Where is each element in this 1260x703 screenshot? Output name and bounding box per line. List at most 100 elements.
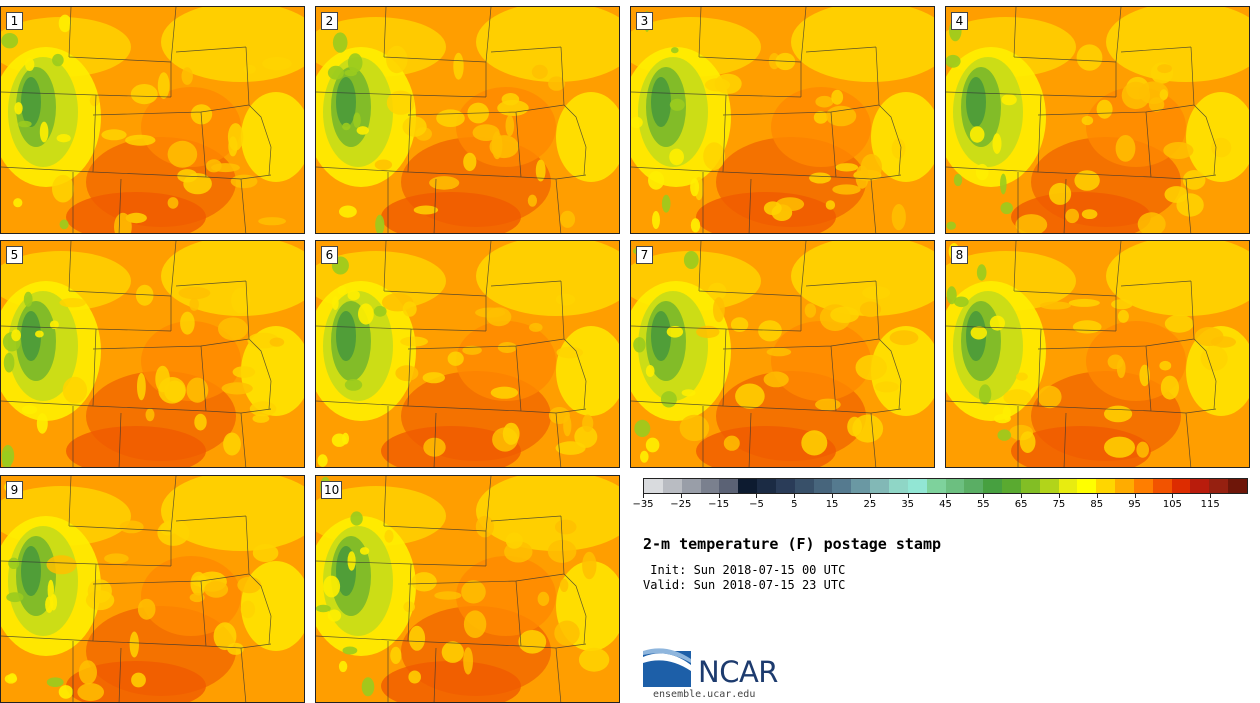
colorbar-tick-label: 25 bbox=[863, 499, 877, 510]
colorbar-tick bbox=[718, 494, 720, 498]
colorbar-tick-label: −25 bbox=[670, 499, 692, 510]
member-label: 3 bbox=[636, 12, 653, 30]
temperature-map bbox=[316, 7, 619, 233]
temperature-map bbox=[946, 7, 1249, 233]
colorbar-tick bbox=[756, 494, 758, 498]
colorbar-tick-label: 15 bbox=[825, 499, 839, 510]
member-label: 10 bbox=[321, 481, 343, 499]
temperature-map bbox=[1, 241, 304, 467]
member-label: 1 bbox=[6, 12, 23, 30]
colorbar-tick bbox=[1172, 494, 1174, 498]
colorbar-swatch bbox=[926, 479, 946, 493]
colorbar-swatch bbox=[1002, 479, 1021, 493]
colorbar-tick-label: 95 bbox=[1128, 499, 1141, 510]
temperature-map bbox=[946, 241, 1249, 467]
colorbar-swatch bbox=[945, 479, 965, 493]
colorbar-tick-label: −5 bbox=[749, 499, 764, 510]
colorbar-swatch bbox=[832, 479, 852, 493]
colorbar-tick-label: 85 bbox=[1090, 499, 1104, 510]
temperature-map bbox=[631, 7, 934, 233]
ensemble-panel-1: 1 bbox=[0, 6, 305, 234]
colorbar-swatch bbox=[681, 479, 701, 493]
colorbar-tick-label: 65 bbox=[1014, 499, 1028, 510]
colorbar-swatch bbox=[1058, 479, 1078, 493]
colorbar-tick-label: 45 bbox=[939, 499, 952, 510]
ensemble-panel-3: 3 bbox=[630, 6, 935, 234]
colorbar-tick bbox=[832, 494, 834, 498]
member-label: 6 bbox=[321, 246, 338, 264]
colorbar-tick-label: 115 bbox=[1200, 499, 1220, 510]
colorbar-tick bbox=[680, 494, 682, 498]
colorbar-swatch bbox=[1133, 479, 1153, 493]
colorbar-swatch bbox=[1020, 479, 1040, 493]
colorbar-swatch bbox=[757, 479, 776, 493]
colorbar-tick bbox=[643, 494, 644, 498]
colorbar-swatch bbox=[1077, 479, 1097, 493]
member-label: 8 bbox=[951, 246, 968, 264]
ensemble-panel-6: 6 bbox=[315, 240, 620, 468]
colorbar-swatch bbox=[1096, 479, 1116, 493]
colorbar-tick bbox=[1021, 494, 1023, 498]
colorbar-tick bbox=[1058, 494, 1060, 498]
colorbar-tick bbox=[907, 494, 909, 498]
member-label: 7 bbox=[636, 246, 653, 264]
colorbar-swatch bbox=[719, 479, 739, 493]
colorbar-swatch bbox=[964, 479, 984, 493]
colorbar-swatch bbox=[1209, 479, 1229, 493]
colorbar-tick bbox=[794, 494, 796, 498]
colorbar-tick-label: 105 bbox=[1162, 499, 1182, 510]
colorbar-tick bbox=[1134, 494, 1136, 498]
colorbar-swatch bbox=[644, 479, 663, 493]
colorbar-swatch bbox=[794, 479, 814, 493]
colorbar-tick bbox=[1210, 494, 1212, 498]
colorbar-swatch bbox=[1190, 479, 1210, 493]
ensemble-panel-4: 4 bbox=[945, 6, 1250, 234]
ensemble-panel-10: 10 bbox=[315, 475, 620, 703]
colorbar-swatch bbox=[1228, 479, 1247, 493]
colorbar-swatch bbox=[983, 479, 1003, 493]
colorbar-swatch bbox=[1115, 479, 1134, 493]
temperature-map bbox=[1, 476, 304, 702]
colorbar-tick bbox=[983, 494, 985, 498]
ncar-logo-icon bbox=[643, 648, 691, 687]
colorbar-swatch bbox=[1039, 479, 1059, 493]
ensemble-panel-8: 8 bbox=[945, 240, 1250, 468]
colorbar-tick-label: 55 bbox=[976, 499, 990, 510]
member-label: 2 bbox=[321, 12, 338, 30]
colorbar-tick-label: −15 bbox=[708, 499, 730, 510]
ensemble-panel-7: 7 bbox=[630, 240, 935, 468]
colorbar-swatch bbox=[700, 479, 720, 493]
colorbar-swatch bbox=[870, 479, 889, 493]
colorbar-swatch bbox=[851, 479, 871, 493]
colorbar bbox=[643, 478, 1248, 494]
colorbar-swatch bbox=[775, 479, 795, 493]
colorbar-swatch bbox=[813, 479, 833, 493]
colorbar-tick-label: 35 bbox=[901, 499, 915, 510]
site-link: ensemble.ucar.edu bbox=[653, 689, 756, 700]
ensemble-panel-5: 5 bbox=[0, 240, 305, 468]
chart-title: 2-m temperature (F) postage stamp bbox=[643, 535, 942, 553]
member-label: 5 bbox=[6, 246, 23, 264]
colorbar-swatch bbox=[888, 479, 908, 493]
colorbar-tick-label: 5 bbox=[791, 499, 798, 510]
colorbar-tick bbox=[1096, 494, 1098, 498]
temperature-map bbox=[316, 476, 619, 702]
colorbar-swatch bbox=[1171, 479, 1191, 493]
ensemble-panel-9: 9 bbox=[0, 475, 305, 703]
temperature-map bbox=[631, 241, 934, 467]
colorbar-tick bbox=[945, 494, 947, 498]
colorbar-swatch bbox=[1152, 479, 1172, 493]
colorbar-tick-label: −35 bbox=[632, 499, 654, 510]
temperature-map bbox=[1, 7, 304, 233]
colorbar-tick bbox=[869, 494, 871, 498]
logo-text: NCAR bbox=[698, 655, 778, 689]
colorbar-swatch bbox=[907, 479, 927, 493]
member-label: 4 bbox=[951, 12, 968, 30]
colorbar-ticks: −35 −25 −15 −5 5 15 25 35 45 55 65 75 85 95 105 115 bbox=[632, 494, 1248, 514]
init-time: Init: Sun 2018-07-15 00 UTC bbox=[643, 563, 846, 577]
colorbar-tick-label: 75 bbox=[1052, 499, 1066, 510]
colorbar-swatch bbox=[662, 479, 682, 493]
colorbar-swatch bbox=[738, 479, 758, 493]
temperature-map bbox=[316, 241, 619, 467]
valid-time: Valid: Sun 2018-07-15 23 UTC bbox=[643, 578, 846, 592]
